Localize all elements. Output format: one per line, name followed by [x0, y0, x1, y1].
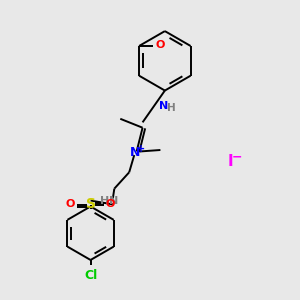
Text: O: O: [155, 40, 165, 50]
Text: N: N: [109, 196, 119, 206]
Text: O: O: [66, 200, 75, 209]
Text: N: N: [130, 146, 140, 160]
Text: N: N: [160, 101, 169, 111]
Text: Cl: Cl: [84, 269, 97, 283]
Text: −: −: [232, 151, 242, 164]
Text: +: +: [137, 144, 145, 154]
Text: S: S: [86, 197, 96, 212]
Text: O: O: [106, 200, 115, 209]
Text: H: H: [100, 196, 110, 206]
Text: H: H: [167, 103, 176, 112]
Text: I: I: [227, 154, 233, 169]
